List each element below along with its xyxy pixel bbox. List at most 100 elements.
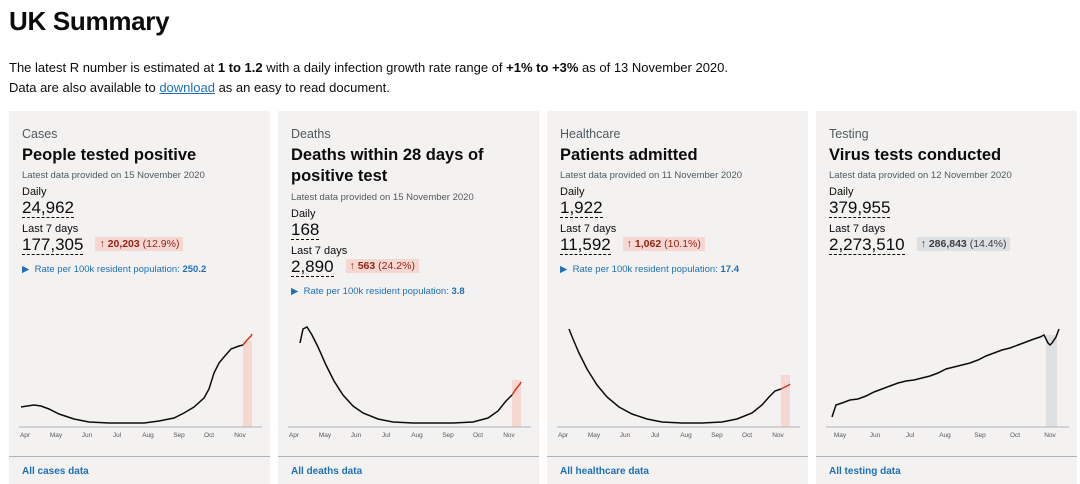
change-pct: (14.4%) xyxy=(969,238,1007,250)
change-value: 286,843 xyxy=(928,238,967,250)
week-value[interactable]: 2,273,510 xyxy=(829,235,905,255)
healthcare-trend-line xyxy=(568,328,782,424)
axis-label: Oct xyxy=(742,432,752,439)
rate-value: 250.2 xyxy=(182,264,207,275)
card-category: Cases xyxy=(22,127,58,141)
rate-value: 3.8 xyxy=(451,286,465,297)
latest-date: Latest data provided on 12 November 2020 xyxy=(829,170,1012,181)
change-value: 1,062 xyxy=(634,238,662,250)
card-footer: All healthcare data xyxy=(547,456,808,484)
axis-label: May xyxy=(319,432,332,439)
axis-label: Nov xyxy=(503,432,515,439)
daily-value[interactable]: 1,922 xyxy=(560,198,603,218)
week-value[interactable]: 11,592 xyxy=(560,235,611,255)
recent-period-highlight xyxy=(512,380,521,427)
healthcare-chart: Apr May Jun Jul Aug Sep Oct Nov xyxy=(557,328,800,439)
daily-label: Daily xyxy=(560,186,585,198)
axis-label: Nov xyxy=(772,432,784,439)
axis-label: Apr xyxy=(20,432,31,439)
axis-label: Apr xyxy=(558,432,569,439)
card-heading[interactable]: Virus tests conducted xyxy=(829,146,1002,164)
deaths-trend-line xyxy=(299,326,513,424)
recent-period-highlight xyxy=(781,375,790,427)
change-badge: ↑ 286,843 (14.4%) xyxy=(916,237,1011,251)
axis-label: Oct xyxy=(473,432,483,439)
daily-value[interactable]: 379,955 xyxy=(829,198,891,218)
download-link[interactable]: download xyxy=(159,80,215,95)
r-number-line: The latest R number is estimated at 1 to… xyxy=(9,60,728,75)
axis-label: Nov xyxy=(1044,432,1056,439)
axis-label: May xyxy=(588,432,601,439)
card-footer: All cases data xyxy=(9,456,270,484)
up-arrow-icon: ↑ xyxy=(626,238,632,250)
card-heading[interactable]: Deaths within 28 days of positive test xyxy=(291,146,484,185)
healthcare-recent-line xyxy=(780,383,791,390)
week-value[interactable]: 177,305 xyxy=(22,235,84,255)
change-badge: ↑ 20,203 (12.9%) xyxy=(95,237,184,251)
axis-label: Jun xyxy=(82,432,93,439)
testing-chart: May Jun Jul Aug Sep Oct Nov xyxy=(826,328,1069,439)
axis-label: Aug xyxy=(142,432,154,439)
rate-toggle[interactable]: ▶ Rate per 100k resident population: 3.8 xyxy=(291,286,465,297)
axis-label: Oct xyxy=(204,432,214,439)
card-category: Healthcare xyxy=(560,127,621,141)
axis-label: Jul xyxy=(382,432,391,439)
cases-recent-line xyxy=(242,333,253,346)
axis-label: Sep xyxy=(173,432,185,439)
deaths-chart: Apr May Jun Jul Aug Sep Oct Nov xyxy=(288,326,531,439)
axis-label: Sep xyxy=(442,432,454,439)
r-range: 1 to 1.2 xyxy=(217,60,263,75)
change-badge: ↑ 1,062 (10.1%) xyxy=(622,237,705,251)
axis-label: May xyxy=(50,432,63,439)
up-arrow-icon: ↑ xyxy=(349,260,355,272)
page-title: UK Summary xyxy=(9,6,170,36)
recent-period-highlight xyxy=(243,341,252,427)
deaths-recent-line xyxy=(511,381,522,396)
week-label: Last 7 days xyxy=(560,223,617,235)
all-cases-data-link[interactable]: All cases data xyxy=(22,466,89,477)
rate-toggle[interactable]: ▶ Rate per 100k resident population: 250… xyxy=(22,264,207,275)
axis-label: Jul xyxy=(113,432,122,439)
card-category: Deaths xyxy=(291,127,331,141)
week-label: Last 7 days xyxy=(291,245,348,257)
axis-label: Aug xyxy=(411,432,423,439)
up-arrow-icon: ↑ xyxy=(99,238,105,250)
all-deaths-data-link[interactable]: All deaths data xyxy=(291,466,363,477)
axis-label: Jun xyxy=(620,432,631,439)
axis-label: Jul xyxy=(906,432,915,439)
change-value: 20,203 xyxy=(107,238,140,250)
axis-label: Nov xyxy=(234,432,246,439)
card-healthcare: Healthcare Patients admitted Latest data… xyxy=(547,111,808,484)
rate-value: 17.4 xyxy=(720,264,739,275)
axis-label: May xyxy=(834,432,847,439)
all-testing-data-link[interactable]: All testing data xyxy=(829,466,901,477)
daily-label: Daily xyxy=(22,186,47,198)
rate-toggle[interactable]: ▶ Rate per 100k resident population: 17.… xyxy=(560,264,739,275)
card-heading[interactable]: Patients admitted xyxy=(560,146,698,164)
axis-label: Apr xyxy=(289,432,300,439)
change-pct: (24.2%) xyxy=(378,260,415,272)
testing-trend-line xyxy=(831,328,1060,418)
axis-label: Jun xyxy=(870,432,881,439)
week-label: Last 7 days xyxy=(829,223,886,235)
daily-label: Daily xyxy=(829,186,854,198)
latest-date: Latest data provided on 11 November 2020 xyxy=(560,170,743,181)
card-footer: All deaths data xyxy=(278,456,539,484)
all-healthcare-data-link[interactable]: All healthcare data xyxy=(560,466,649,477)
card-testing: Testing Virus tests conducted Latest dat… xyxy=(816,111,1077,484)
triangle-right-icon: ▶ xyxy=(291,286,299,297)
axis-label: Sep xyxy=(974,432,986,439)
card-category: Testing xyxy=(829,127,869,141)
up-arrow-icon: ↑ xyxy=(920,238,926,250)
change-pct: (12.9%) xyxy=(142,238,180,250)
axis-label: Aug xyxy=(680,432,692,439)
card-heading[interactable]: People tested positive xyxy=(22,146,197,164)
axis-label: Jun xyxy=(351,432,362,439)
daily-value[interactable]: 24,962 xyxy=(22,198,74,218)
daily-value[interactable]: 168 xyxy=(291,220,320,240)
week-value[interactable]: 2,890 xyxy=(291,257,334,277)
daily-label: Daily xyxy=(291,208,316,220)
axis-label: Sep xyxy=(711,432,723,439)
latest-date: Latest data provided on 15 November 2020 xyxy=(22,170,205,181)
intro-text: The latest R number is estimated at 1 to… xyxy=(9,58,728,98)
